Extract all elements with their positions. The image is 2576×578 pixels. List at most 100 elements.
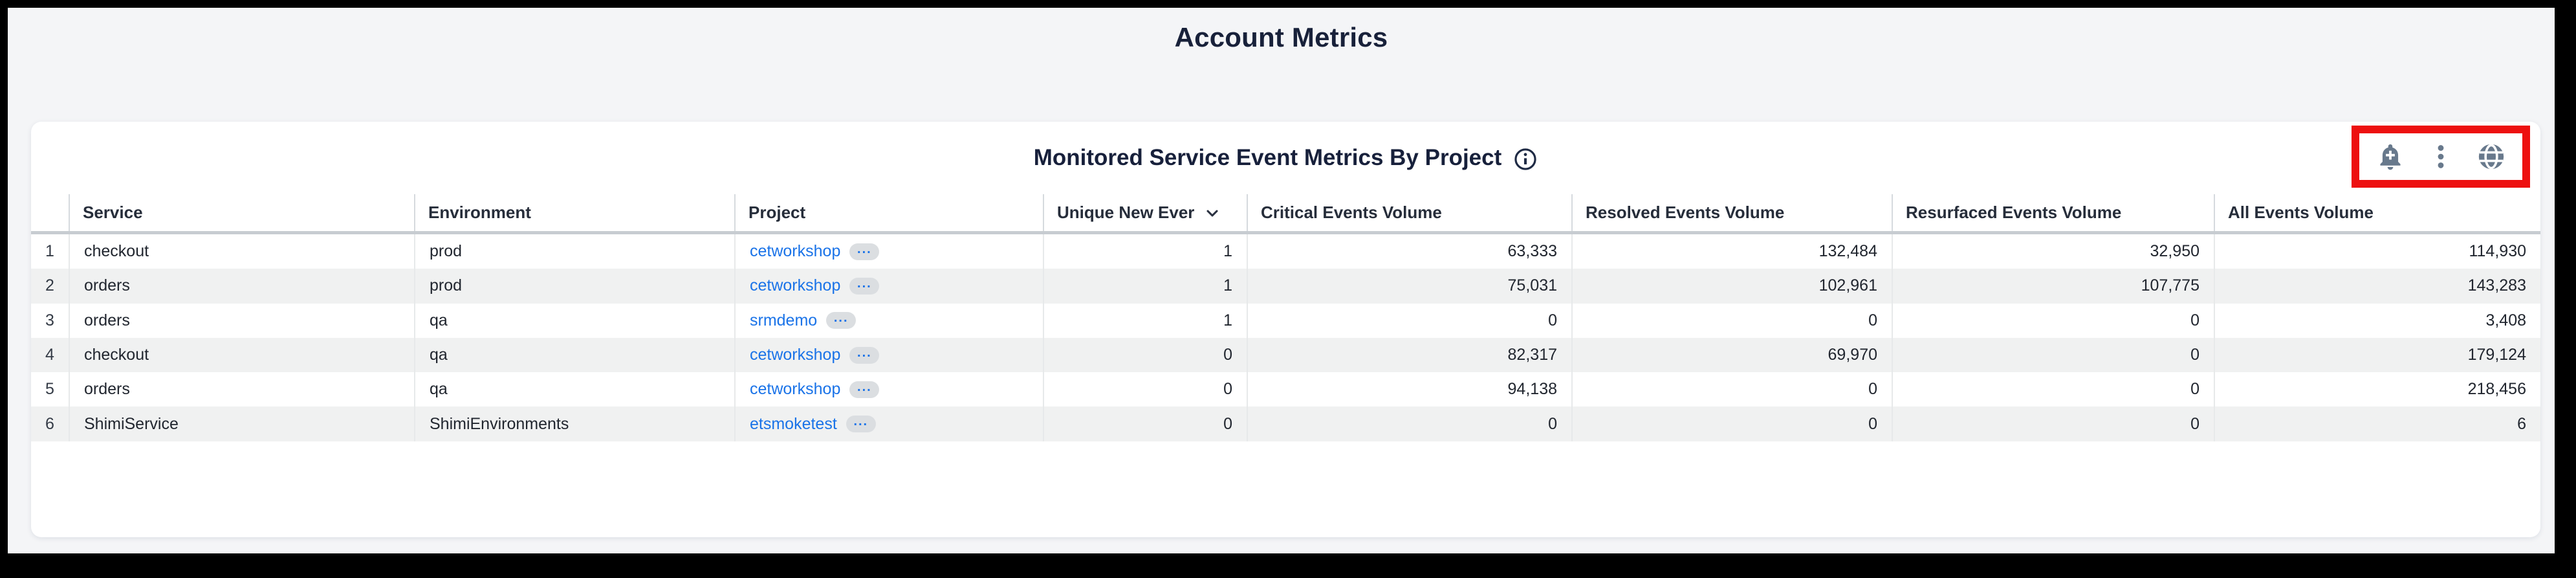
table-row: 5 orders qa cetworkshop... 0 94,138 0 0 218,456 (31, 372, 2540, 407)
cell-all: 114,930 (2214, 234, 2540, 269)
column-header-unique[interactable]: Unique New Ever (1043, 194, 1247, 231)
cell-service: checkout (69, 234, 414, 269)
cell-environment: prod (414, 234, 734, 269)
cell-all: 3,408 (2214, 303, 2540, 338)
project-more-actions-icon[interactable]: ... (849, 381, 880, 398)
cell-row-number: 1 (31, 234, 69, 269)
cell-row-number: 6 (31, 406, 69, 441)
table-row: 1 checkout prod cetworkshop... 1 63,333 132,48… (31, 234, 2540, 269)
cell-environment: qa (414, 303, 734, 338)
cell-unique: 0 (1043, 406, 1247, 441)
column-header-service[interactable]: Service (69, 194, 414, 231)
project-link[interactable]: cetworkshop (750, 276, 841, 295)
cell-project: etsmoketest... (734, 406, 1043, 441)
cell-unique: 1 (1043, 234, 1247, 269)
project-link[interactable]: etsmoketest (750, 414, 837, 433)
cell-service: orders (69, 269, 414, 304)
cell-resolved: 0 (1571, 372, 1892, 407)
cell-resurfaced: 0 (1892, 337, 2214, 373)
cell-unique: 0 (1043, 337, 1247, 373)
table-row: 6 ShimiService ShimiEnvironments etsmoketes… (31, 406, 2540, 441)
cell-row-number: 5 (31, 372, 69, 407)
info-icon[interactable] (1513, 147, 1538, 172)
cell-all: 218,456 (2214, 372, 2540, 407)
add-alert-icon[interactable] (2375, 141, 2406, 172)
cell-row-number: 2 (31, 269, 69, 304)
cell-environment: ShimiEnvironments (414, 406, 734, 441)
cell-project: cetworkshop... (734, 269, 1043, 304)
cell-unique: 0 (1043, 372, 1247, 407)
cell-all: 6 (2214, 406, 2540, 441)
cell-all: 179,124 (2214, 337, 2540, 373)
cell-resurfaced: 0 (1892, 303, 2214, 338)
cell-service: checkout (69, 337, 414, 373)
dashboard-page: Account Metrics Monitored Service Event … (8, 8, 2555, 553)
column-header-label: Critical Events Volume (1261, 203, 1442, 222)
project-more-actions-icon[interactable]: ... (826, 311, 857, 329)
column-header-all[interactable]: All Events Volume (2214, 194, 2540, 231)
project-more-actions-icon[interactable]: ... (846, 415, 876, 433)
column-header-label: Resurfaced Events Volume (1906, 203, 2122, 222)
cell-service: ShimiService (69, 406, 414, 441)
kebab-menu-icon[interactable] (2425, 141, 2456, 172)
project-more-actions-icon[interactable]: ... (849, 346, 880, 364)
project-more-actions-icon[interactable]: ... (849, 243, 880, 260)
project-link[interactable]: cetworkshop (750, 242, 841, 261)
cell-row-number: 4 (31, 337, 69, 373)
cell-resurfaced: 107,775 (1892, 269, 2214, 304)
globe-icon[interactable] (2476, 141, 2507, 172)
page-title: Account Metrics (1174, 22, 1388, 52)
cell-project: cetworkshop... (734, 372, 1043, 407)
metrics-panel: Monitored Service Event Metrics By Proje… (31, 122, 2540, 537)
cell-resolved: 102,961 (1571, 269, 1892, 304)
column-header-critical[interactable]: Critical Events Volume (1247, 194, 1571, 231)
column-header-label: Environment (428, 203, 531, 222)
column-header-label: Resolved Events Volume (1586, 203, 1785, 222)
cell-project: cetworkshop... (734, 337, 1043, 373)
cell-critical: 94,138 (1247, 372, 1571, 407)
annotation-highlight-box (2352, 126, 2530, 188)
table-row: 2 orders prod cetworkshop... 1 75,031 102,961 1… (31, 269, 2540, 304)
cell-row-number: 3 (31, 303, 69, 338)
table-body: 1 checkout prod cetworkshop... 1 63,333 132,48… (31, 234, 2540, 441)
column-header-environment[interactable]: Environment (414, 194, 734, 231)
cell-resolved: 0 (1571, 406, 1892, 441)
sort-chevron-down-icon[interactable] (1203, 204, 1221, 222)
cell-project: cetworkshop... (734, 234, 1043, 269)
cell-environment: qa (414, 337, 734, 373)
cell-environment: qa (414, 372, 734, 407)
cell-resurfaced: 0 (1892, 406, 2214, 441)
cell-critical: 75,031 (1247, 269, 1571, 304)
cell-service: orders (69, 372, 414, 407)
column-header-row-number (31, 194, 69, 231)
column-header-project[interactable]: Project (734, 194, 1043, 231)
column-header-label: All Events Volume (2228, 203, 2374, 222)
panel-title: Monitored Service Event Metrics By Proje… (1033, 145, 1502, 170)
column-header-resurfaced[interactable]: Resurfaced Events Volume (1892, 194, 2214, 231)
column-header-label: Project (748, 203, 806, 222)
cell-environment: prod (414, 269, 734, 304)
cell-resurfaced: 32,950 (1892, 234, 2214, 269)
cell-resurfaced: 0 (1892, 372, 2214, 407)
cell-all: 143,283 (2214, 269, 2540, 304)
table-header-row: Service Environment Project Unique New Ever… (31, 194, 2540, 234)
table-row: 4 checkout qa cetworkshop... 0 82,317 69,970 0 1… (31, 337, 2540, 373)
cell-critical: 63,333 (1247, 234, 1571, 269)
cell-project: srmdemo... (734, 303, 1043, 338)
project-link[interactable]: cetworkshop (750, 380, 841, 399)
panel-header: Monitored Service Event Metrics By Proje… (31, 122, 2540, 194)
column-header-resolved[interactable]: Resolved Events Volume (1571, 194, 1892, 231)
cell-resolved: 132,484 (1571, 234, 1892, 269)
cell-resolved: 69,970 (1571, 337, 1892, 373)
cell-resolved: 0 (1571, 303, 1892, 338)
metrics-table: Service Environment Project Unique New Ever… (31, 194, 2540, 441)
cell-critical: 0 (1247, 303, 1571, 338)
cell-critical: 82,317 (1247, 337, 1571, 373)
project-link[interactable]: srmdemo (750, 311, 818, 329)
column-header-label: Service (83, 203, 143, 222)
project-link[interactable]: cetworkshop (750, 346, 841, 364)
column-header-label: Unique New Ever (1057, 203, 1195, 222)
cell-critical: 0 (1247, 406, 1571, 441)
cell-unique: 1 (1043, 303, 1247, 338)
project-more-actions-icon[interactable]: ... (849, 277, 880, 295)
